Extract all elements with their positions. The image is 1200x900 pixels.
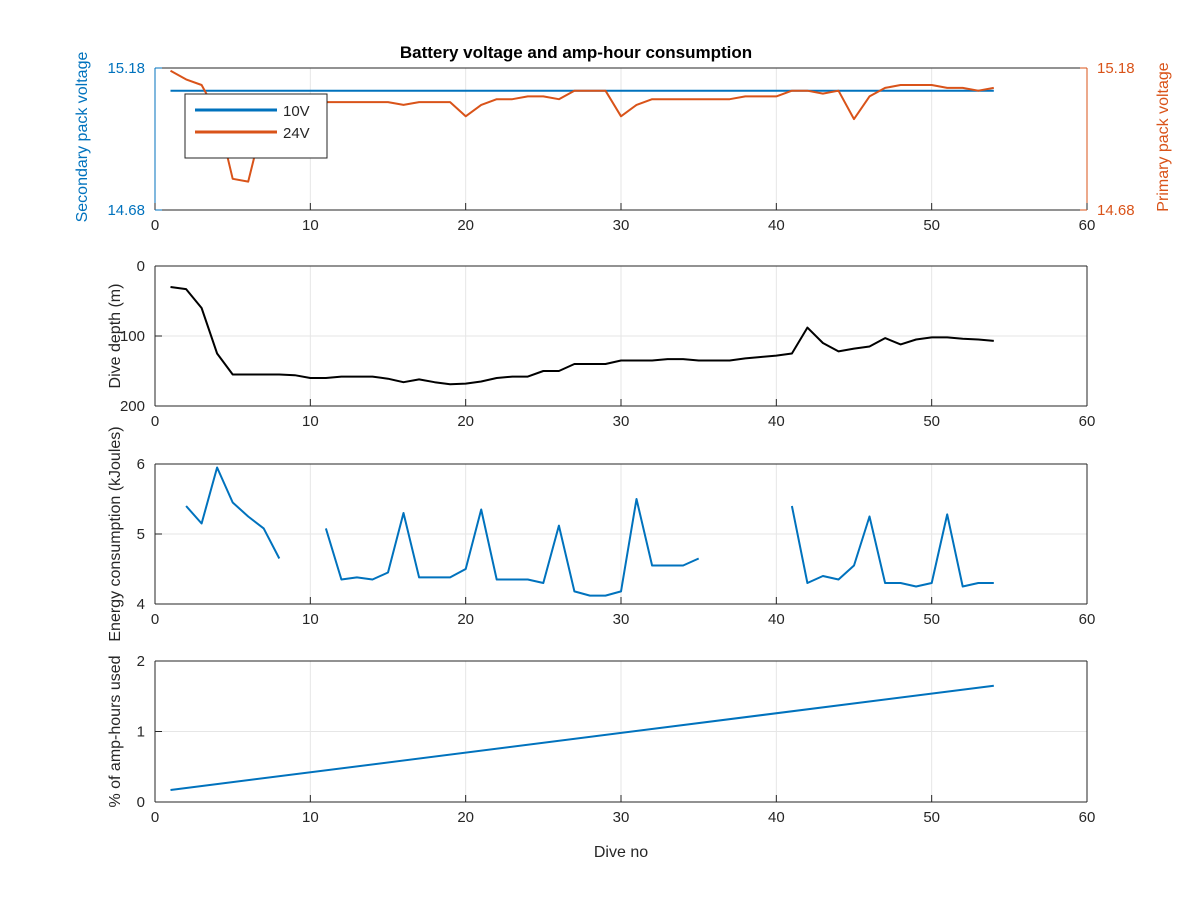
y-axis-label: Dive depth (m) [107, 284, 124, 389]
y-tick-label: 4 [137, 596, 145, 613]
x-tick-label: 0 [151, 611, 159, 628]
x-tick-label: 20 [457, 217, 474, 234]
y-tick-label: 6 [137, 456, 145, 473]
y-tick-label: 0 [137, 258, 145, 275]
series-line-1 [185, 466, 994, 597]
y-tick-label-left: 14.68 [107, 202, 145, 219]
y-axis-label: Energy consumption (kJoules) [107, 426, 124, 641]
legend-label-24v: 24V [283, 125, 310, 142]
x-tick-label: 10 [302, 217, 319, 234]
x-tick-label: 0 [151, 217, 159, 234]
x-tick-label: 0 [151, 809, 159, 826]
x-tick-label: 30 [613, 809, 630, 826]
chart-panel-3: 0 10 20 30 40 50 60 4 5 6 Energy consumption (kJou… [107, 426, 1095, 641]
series-line-1 [170, 286, 994, 386]
x-tick-label: 30 [613, 413, 630, 430]
x-tick-label: 40 [768, 217, 785, 234]
x-tick-label: 50 [923, 611, 940, 628]
x-tick-label: 10 [302, 413, 319, 430]
x-tick-label: 20 [457, 611, 474, 628]
x-tick-label: 30 [613, 217, 630, 234]
x-tick-label: 60 [1079, 217, 1096, 234]
series-line-1 [170, 684, 994, 791]
chart-panel-2: 0 10 20 30 40 50 60 0 100 200 Dive depth (m) [107, 258, 1095, 430]
y-axis-label-left: Secondary pack voltage [74, 52, 91, 223]
x-tick-label: 10 [302, 611, 319, 628]
x-tick-label: 60 [1079, 611, 1096, 628]
y-tick-label-right: 15.18 [1097, 60, 1135, 77]
x-tick-label: 50 [923, 809, 940, 826]
x-tick-label: 60 [1079, 413, 1096, 430]
x-tick-label: 50 [923, 413, 940, 430]
legend-label-10v: 10V [283, 103, 310, 120]
x-tick-label: 60 [1079, 809, 1096, 826]
y-tick-label: 0 [137, 794, 145, 811]
chart-panel-1: 0 10 20 30 40 50 6014.6815.1814.6815.18Seconda… [74, 43, 1172, 234]
x-tick-label: 40 [768, 809, 785, 826]
y-tick-label-right: 14.68 [1097, 202, 1135, 219]
y-tick-label: 200 [120, 398, 145, 415]
x-tick-label: 40 [768, 413, 785, 430]
x-tick-label: 30 [613, 611, 630, 628]
x-tick-label: 10 [302, 809, 319, 826]
x-axis-label: Dive no [594, 844, 648, 861]
chart-panel-4: 0 10 20 30 40 50 60 0 1 2 % of amp-hours used Dive … [107, 653, 1095, 861]
x-tick-label: 50 [923, 217, 940, 234]
y-tick-label: 5 [137, 526, 145, 543]
x-tick-label: 40 [768, 611, 785, 628]
y-tick-label-left: 15.18 [107, 60, 145, 77]
chart-title: Battery voltage and amp-hour consumption [400, 43, 752, 62]
x-tick-label: 20 [457, 413, 474, 430]
y-axis-label: % of amp-hours used [107, 655, 124, 807]
y-tick-label: 1 [137, 724, 145, 741]
y-tick-label: 100 [120, 328, 145, 345]
x-tick-label: 0 [151, 413, 159, 430]
legend-box [184, 93, 328, 159]
y-axis-label-right: Primary pack voltage [1155, 62, 1172, 211]
y-tick-label: 2 [137, 653, 145, 670]
x-tick-label: 20 [457, 809, 474, 826]
